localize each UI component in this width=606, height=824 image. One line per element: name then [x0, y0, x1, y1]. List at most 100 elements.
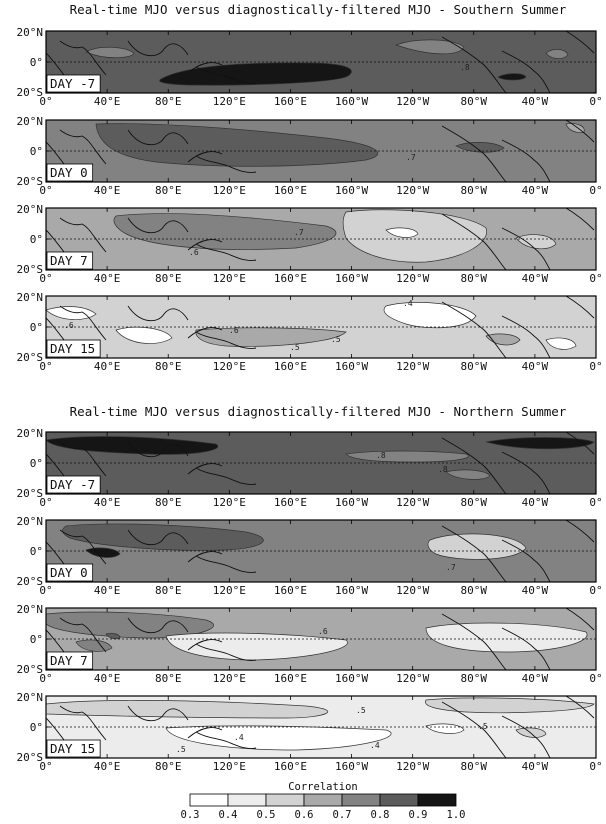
colorbar-tick-label: 0.4 — [219, 809, 238, 821]
correlation-region — [195, 327, 347, 347]
panel-field — [46, 296, 595, 358]
x-tick-label: 160°W — [335, 584, 368, 597]
x-tick-label: 40°E — [94, 272, 121, 285]
colorbar-tick-label: 0.6 — [295, 809, 314, 821]
panel-field — [46, 432, 595, 494]
contour-label: .5 — [331, 335, 341, 344]
day-label: DAY 7 — [50, 653, 88, 668]
x-tick-label: 80°W — [461, 584, 488, 597]
y-tick-label: 0° — [30, 633, 43, 646]
contour-label: .5 — [356, 706, 366, 715]
x-tick-label: 0° — [39, 272, 52, 285]
x-tick-label: 0° — [39, 496, 52, 509]
contour-label: .6 — [229, 326, 239, 335]
x-tick-label: 40°E — [94, 360, 121, 373]
coastline — [59, 217, 107, 253]
coastline — [187, 727, 223, 739]
correlation-region — [46, 700, 329, 719]
correlation-region — [85, 547, 121, 558]
correlation-region — [515, 727, 547, 738]
contour-label: .4 — [403, 299, 413, 308]
coastline — [565, 31, 595, 54]
x-tick-label: 160°E — [274, 760, 307, 773]
contour-label: .6 — [318, 627, 328, 636]
colorbar-ticks: 0.3 0.4 0.5 0.6 0.7 0.8 0.9 1.0 — [181, 809, 466, 821]
x-tick-label: 80°E — [155, 672, 182, 685]
correlation-region — [445, 469, 491, 480]
y-tick-label: 0° — [30, 721, 43, 734]
correlation-region — [425, 723, 465, 734]
colorbar-tick-label: 0.3 — [181, 809, 200, 821]
panel-field — [46, 208, 595, 270]
y-tick-label: 20°S — [17, 175, 44, 188]
correlation-region — [159, 62, 352, 86]
day-label-box — [46, 251, 94, 270]
x-tick-label: 120°W — [396, 672, 429, 685]
x-tick-label: 0° — [39, 672, 52, 685]
x-tick-label: 120°W — [396, 95, 429, 108]
coastline — [195, 731, 257, 749]
y-tick-label: 0° — [30, 145, 43, 158]
x-tick-label: 0° — [589, 272, 602, 285]
x-tick-label: 120°W — [396, 272, 429, 285]
x-tick-label: 160°E — [274, 272, 307, 285]
colorbar-tick-label: 0.9 — [409, 809, 428, 821]
coastline — [501, 627, 551, 670]
coastline — [127, 705, 189, 722]
coastline — [501, 227, 551, 270]
x-tick-label: 0° — [39, 360, 52, 373]
x-tick-label: 160°E — [274, 672, 307, 685]
x-tick-label: 40°W — [522, 496, 549, 509]
correlation-region — [115, 326, 173, 344]
x-tick-label: 160°E — [274, 360, 307, 373]
x-tick-label: 40°W — [522, 95, 549, 108]
coastline — [565, 120, 595, 143]
coastline — [187, 551, 223, 563]
coastline — [187, 62, 223, 74]
coastline — [59, 40, 107, 76]
x-tick-label: 120°W — [396, 584, 429, 597]
x-tick-label: 160°W — [335, 760, 368, 773]
correlation-region — [424, 697, 595, 714]
contour-label: .8 — [438, 465, 448, 474]
x-tick-label: 120°E — [213, 184, 246, 197]
colorbar-tick-label: 1.0 — [447, 809, 466, 821]
x-tick-label: 80°W — [461, 360, 488, 373]
coastline — [565, 208, 595, 231]
y-tick-label: 20°N — [17, 427, 44, 440]
coastline — [195, 467, 257, 485]
coastline — [195, 243, 257, 261]
coastline — [565, 432, 595, 455]
x-tick-label: 0° — [589, 95, 602, 108]
x-tick-label: 40°W — [522, 184, 549, 197]
correlation-region — [497, 73, 527, 81]
x-tick-label: 0° — [589, 360, 602, 373]
x-tick-label: 120°E — [213, 672, 246, 685]
x-tick-label: 40°E — [94, 496, 121, 509]
x-tick-label: 160°W — [335, 95, 368, 108]
coastline — [441, 613, 507, 670]
day-label: DAY -7 — [50, 477, 95, 492]
y-tick-label: 20°N — [17, 515, 44, 528]
coastline — [127, 40, 189, 57]
coastline — [187, 639, 223, 651]
y-tick-label: 20°S — [17, 751, 44, 764]
colorbar-box — [303, 793, 343, 807]
correlation-region — [95, 123, 379, 167]
x-tick-label: 160°W — [335, 272, 368, 285]
contour-label: .6 — [189, 248, 199, 257]
x-tick-label: 160°E — [274, 496, 307, 509]
day-label: DAY 15 — [50, 341, 95, 356]
correlation-region — [105, 632, 121, 640]
section-title-southern-summer: Real-time MJO versus diagnostically-filt… — [70, 2, 567, 17]
colorbar-tick-label: 0.5 — [257, 809, 276, 821]
correlation-region — [85, 46, 135, 59]
y-tick-label: 20°S — [17, 86, 44, 99]
coastline — [59, 129, 107, 165]
day-label: DAY 15 — [50, 741, 95, 756]
y-tick-label: 20°S — [17, 351, 44, 364]
y-tick-label: 0° — [30, 56, 43, 69]
